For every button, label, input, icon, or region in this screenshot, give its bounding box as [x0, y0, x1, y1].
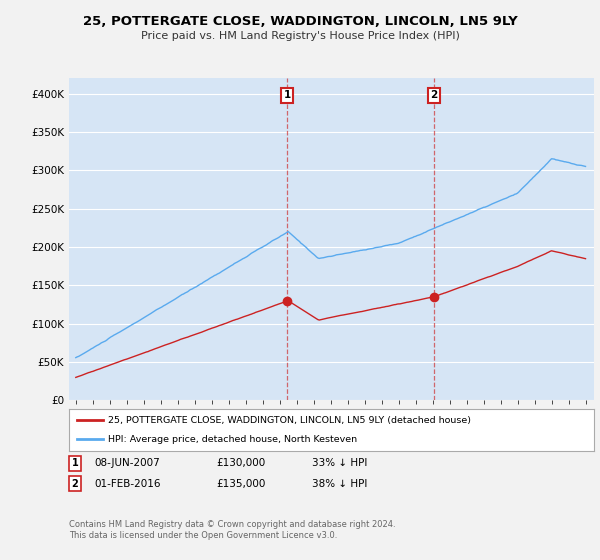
Text: £135,000: £135,000 [216, 479, 265, 489]
Text: 25, POTTERGATE CLOSE, WADDINGTON, LINCOLN, LN5 9LY: 25, POTTERGATE CLOSE, WADDINGTON, LINCOL… [83, 15, 517, 27]
Text: 01-FEB-2016: 01-FEB-2016 [95, 479, 161, 489]
Text: 2: 2 [71, 479, 79, 489]
Text: 2: 2 [430, 90, 437, 100]
Text: Price paid vs. HM Land Registry's House Price Index (HPI): Price paid vs. HM Land Registry's House … [140, 31, 460, 41]
Text: 33% ↓ HPI: 33% ↓ HPI [312, 458, 367, 468]
Text: 08-JUN-2007: 08-JUN-2007 [95, 458, 161, 468]
Text: HPI: Average price, detached house, North Kesteven: HPI: Average price, detached house, Nort… [109, 435, 358, 444]
Text: Contains HM Land Registry data © Crown copyright and database right 2024.
This d: Contains HM Land Registry data © Crown c… [69, 520, 395, 540]
Text: 38% ↓ HPI: 38% ↓ HPI [312, 479, 367, 489]
Text: 1: 1 [284, 90, 291, 100]
Text: £130,000: £130,000 [216, 458, 265, 468]
Text: 25, POTTERGATE CLOSE, WADDINGTON, LINCOLN, LN5 9LY (detached house): 25, POTTERGATE CLOSE, WADDINGTON, LINCOL… [109, 416, 472, 424]
Text: 1: 1 [71, 458, 79, 468]
